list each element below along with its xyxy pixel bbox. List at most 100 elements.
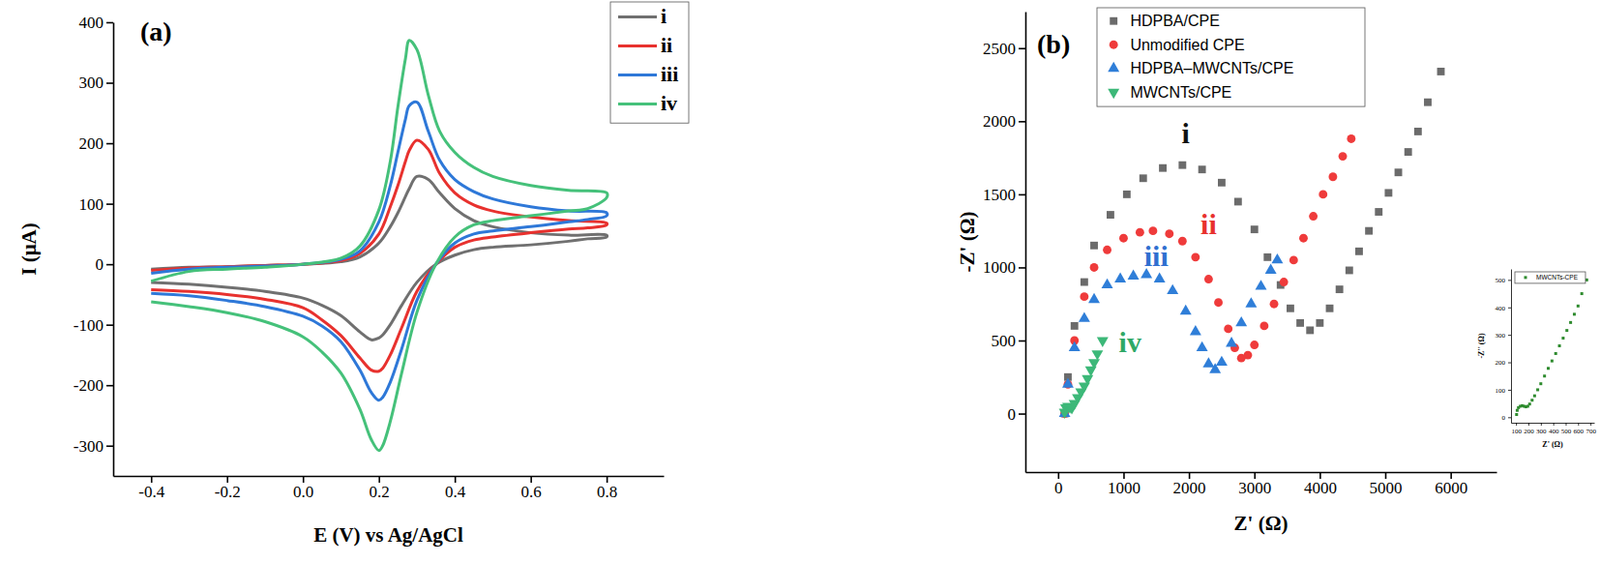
x-tick: 1000 — [1107, 472, 1141, 498]
x-tick: 0.2 — [369, 475, 390, 502]
y-tick-mark — [1018, 47, 1026, 50]
y-tick-label: 100 — [79, 195, 105, 214]
y-tick: 0 — [1502, 414, 1512, 422]
data-point — [1101, 278, 1114, 289]
data-point — [1374, 207, 1383, 216]
data-point — [1080, 278, 1089, 287]
y-tick: 2000 — [982, 112, 1026, 131]
y-tick: -300 — [73, 437, 114, 456]
legend-label: Unmodified CPE — [1129, 36, 1245, 54]
y-tick-mark — [106, 444, 114, 447]
x-axis-title: E (V) vs Ag/AgCl — [313, 523, 464, 547]
cv-curve — [150, 40, 608, 451]
data-point — [1164, 229, 1174, 238]
y-tick-label: 400 — [1495, 303, 1507, 312]
data-point — [1530, 398, 1534, 402]
data-point — [1414, 127, 1423, 136]
x-tick-label: 0.0 — [293, 482, 314, 502]
y-tick: 500 — [991, 331, 1027, 351]
data-point — [1394, 168, 1403, 177]
data-point — [1572, 312, 1576, 316]
y-tick-mark — [1018, 340, 1026, 343]
x-tick: 3000 — [1238, 472, 1272, 498]
legend-label: HDPBA–MWCNTs/CPE — [1129, 59, 1294, 77]
x-tick-mark — [1450, 472, 1452, 479]
data-point — [1078, 382, 1091, 392]
y-tick-label: -300 — [73, 437, 104, 456]
data-point — [1214, 297, 1223, 307]
data-point — [1090, 241, 1098, 250]
data-point — [1580, 292, 1584, 296]
legend-swatch — [1107, 61, 1120, 72]
x-tick-label: 0.4 — [444, 482, 467, 502]
data-point — [1250, 225, 1259, 234]
y-tick-mark — [106, 385, 114, 387]
x-axis-title: Z' (Ω) — [1541, 440, 1564, 449]
legend-swatch — [1109, 17, 1118, 26]
x-tick-label: 600 — [1573, 427, 1585, 436]
y-tick-label: -100 — [73, 316, 104, 335]
data-point — [1286, 304, 1295, 313]
series-points — [1514, 278, 1589, 416]
y-tick-label: 0 — [1502, 414, 1507, 422]
x-tick: 0 — [1054, 472, 1064, 498]
legend: iiiiiiiv — [610, 1, 689, 123]
x-tick-label: 0.6 — [521, 482, 542, 502]
y-tick: 0 — [95, 255, 115, 274]
x-tick-mark — [150, 475, 153, 483]
data-point — [1423, 98, 1432, 107]
data-point — [1180, 304, 1192, 315]
data-point — [1533, 394, 1537, 398]
data-point — [1088, 293, 1100, 303]
data-point — [1565, 328, 1569, 332]
data-point — [1062, 377, 1074, 387]
data-point — [1114, 272, 1126, 283]
x-axis: -0.4-0.20.00.20.40.60.8 — [114, 475, 665, 502]
data-point — [1088, 358, 1100, 369]
panel-1: 0100020003000400050006000050010001500200… — [955, 7, 1498, 535]
data-point — [1166, 284, 1179, 295]
legend-entries: HDPBA/CPEUnmodified CPEHDPBA–MWCNTs/CPEM… — [1107, 12, 1294, 101]
y-tick: 400 — [1495, 303, 1512, 312]
data-point — [1384, 188, 1393, 197]
y-tick-mark — [1508, 416, 1512, 418]
y-tick-label: 500 — [1495, 276, 1507, 285]
data-point — [1328, 172, 1337, 181]
data-point — [1135, 228, 1145, 238]
data-point — [1554, 352, 1558, 356]
x-tick-mark — [302, 475, 305, 483]
data-point — [1196, 341, 1209, 352]
data-point — [1318, 189, 1328, 199]
plot-area — [1059, 67, 1446, 419]
data-point — [1346, 134, 1356, 144]
data-point — [1515, 409, 1519, 413]
data-point — [1355, 247, 1363, 256]
curve-label: iv — [1119, 325, 1142, 358]
x-tick: 500 — [1561, 422, 1572, 436]
x-tick-label: 4000 — [1303, 478, 1337, 498]
data-point — [1070, 322, 1079, 330]
y-tick: 100 — [1495, 386, 1512, 395]
y-tick: 1000 — [982, 258, 1026, 277]
data-point — [1119, 234, 1128, 243]
x-tick: 600 — [1573, 422, 1585, 436]
y-tick: -200 — [73, 376, 114, 395]
data-point — [1096, 337, 1109, 348]
y-tick: 400 — [79, 13, 115, 32]
y-tick-mark — [1018, 266, 1026, 269]
legend-entries: MWCNTs-CPE — [1524, 273, 1579, 281]
data-point — [1404, 148, 1413, 156]
data-point — [1154, 272, 1166, 283]
y-tick-mark — [1508, 307, 1512, 309]
y-tick: 200 — [79, 134, 115, 153]
legend-swatch — [1524, 275, 1528, 279]
y-axis-line — [1025, 12, 1028, 474]
panel-2: 1002003004005006007000100200300400500Z' … — [1477, 269, 1598, 450]
y-tick: 100 — [79, 195, 115, 214]
data-point — [1437, 67, 1446, 76]
x-tick-label: 0.2 — [369, 482, 390, 502]
y-tick-mark — [1508, 279, 1512, 281]
data-point — [1123, 190, 1131, 199]
x-tick-label: -0.4 — [138, 482, 165, 502]
data-point — [1217, 178, 1226, 187]
